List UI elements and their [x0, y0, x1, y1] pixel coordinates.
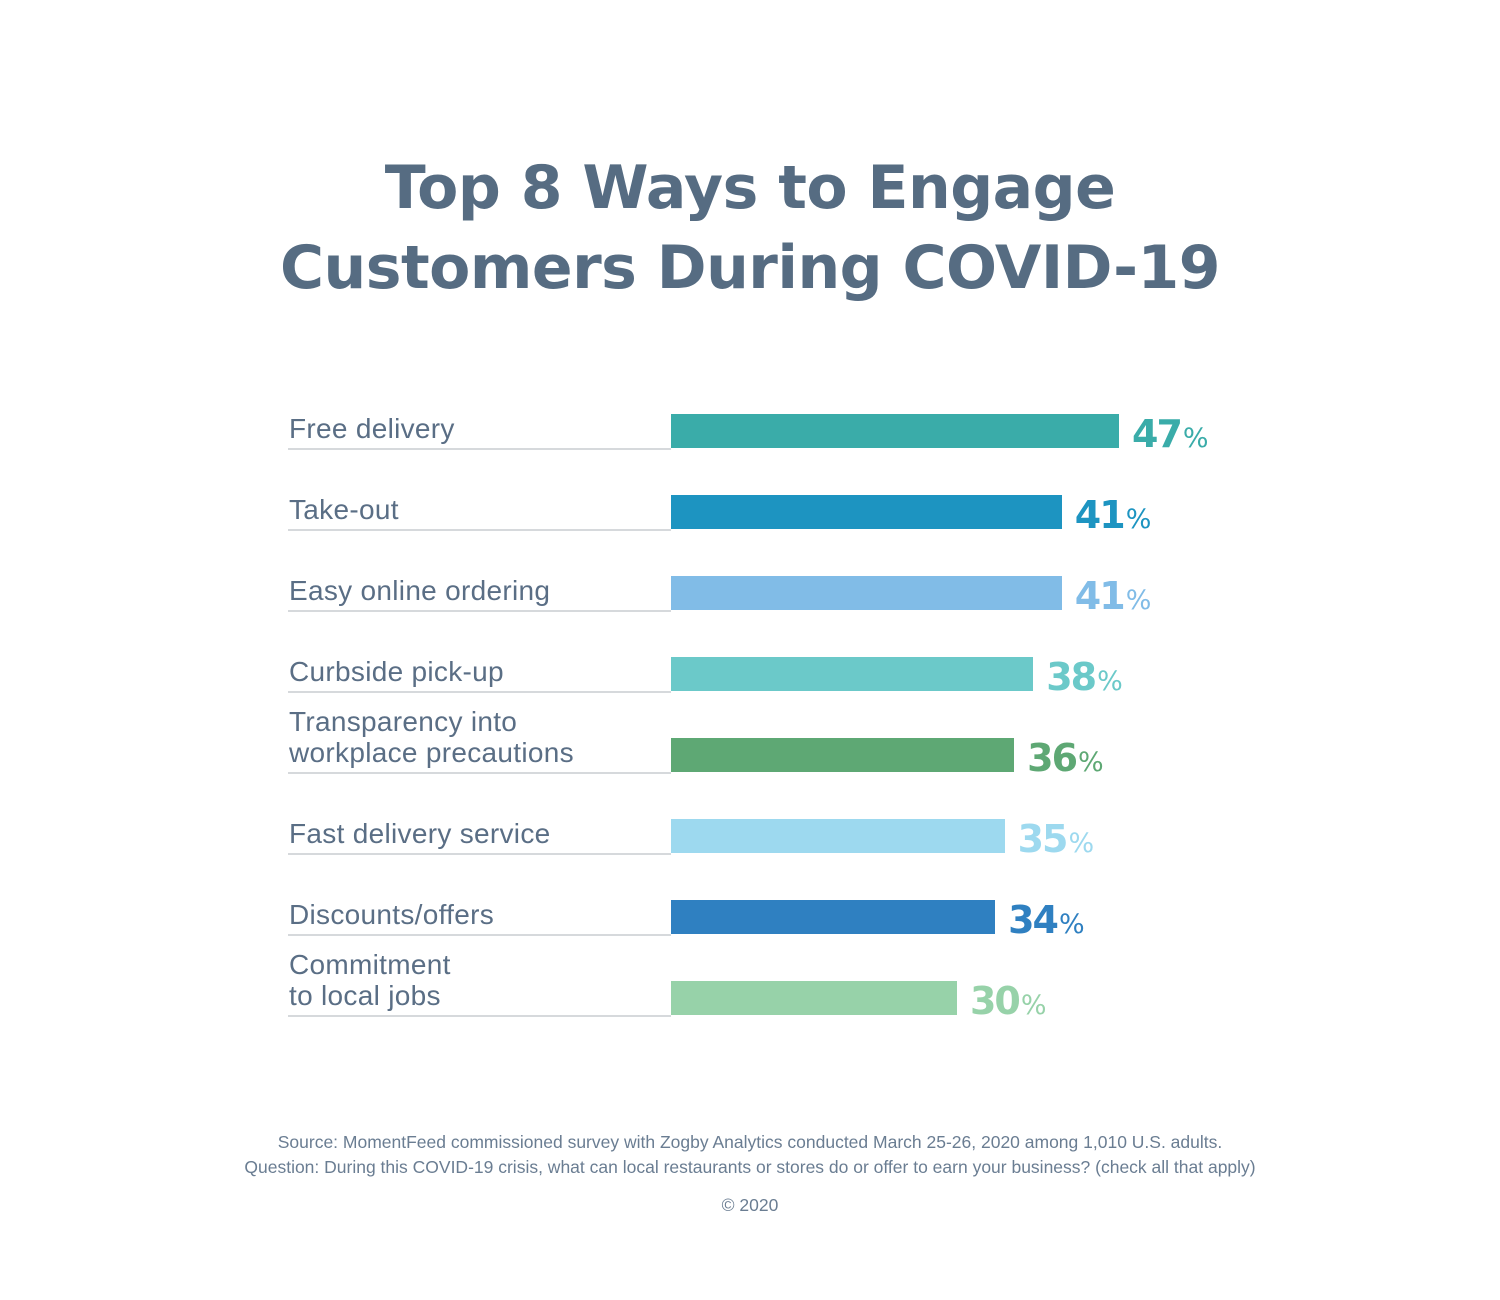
- bar: [671, 414, 1119, 448]
- bar: [671, 819, 1005, 853]
- category-label-line: Free delivery: [289, 413, 455, 444]
- category-label: Discounts/offers: [289, 899, 494, 930]
- value-percent-sign: %: [1058, 909, 1085, 940]
- category-label: Free delivery: [289, 413, 455, 444]
- row-separator: [288, 691, 671, 693]
- row-separator: [288, 1015, 671, 1017]
- category-label: Easy online ordering: [289, 575, 550, 606]
- bar: [671, 657, 1034, 691]
- bar: [671, 738, 1015, 772]
- category-label-line: Easy online ordering: [289, 575, 551, 606]
- value-percent-sign: %: [1068, 828, 1095, 859]
- chart-title-line-2: Customers During COVID-19: [280, 233, 1221, 303]
- value-label: 34%: [1008, 898, 1085, 942]
- category-label-line: to local jobs: [289, 980, 441, 1011]
- value-percent-sign: %: [1182, 423, 1209, 454]
- bar: [671, 576, 1062, 610]
- category-label-line: Transparency into: [289, 706, 518, 737]
- row-separator: [288, 772, 671, 774]
- value-label: 47%: [1132, 412, 1209, 456]
- value-number: 41: [1074, 574, 1126, 618]
- bar: [671, 495, 1062, 529]
- value-number: 30: [969, 979, 1021, 1023]
- category-label: Transparency into workplace precautions: [289, 706, 574, 768]
- row-separator: [288, 610, 671, 612]
- value-percent-sign: %: [1020, 990, 1047, 1021]
- value-number: 36: [1027, 736, 1078, 780]
- category-label-line: Commitment: [289, 949, 451, 980]
- value-label: 30%: [970, 979, 1047, 1023]
- category-label-line: Fast delivery service: [289, 818, 551, 849]
- source-note: Source: MomentFeed commissioned survey w…: [277, 1132, 1223, 1152]
- value-label: 38%: [1046, 655, 1123, 699]
- category-label: Curbside pick-up: [289, 656, 504, 687]
- row-separator: [288, 448, 671, 450]
- category-label-line: Discounts/offers: [289, 899, 495, 930]
- value-number: 35: [1017, 817, 1069, 861]
- category-label: Fast delivery service: [289, 818, 551, 849]
- value-number: 38: [1046, 655, 1097, 699]
- value-percent-sign: %: [1125, 504, 1152, 535]
- value-label: 41%: [1075, 574, 1152, 618]
- value-percent-sign: %: [1125, 585, 1152, 616]
- category-label-line: workplace precautions: [289, 737, 574, 768]
- category-label: Commitment to local jobs: [289, 949, 451, 1011]
- value-label: 36%: [1027, 736, 1104, 780]
- category-label-line: Take-out: [289, 494, 399, 525]
- value-number: 34: [1008, 898, 1059, 942]
- value-label: 41%: [1075, 493, 1152, 537]
- value-percent-sign: %: [1097, 666, 1123, 697]
- value-label: 35%: [1018, 817, 1095, 861]
- value-number: 41: [1074, 493, 1126, 537]
- value-percent-sign: %: [1078, 747, 1104, 778]
- chart-title-line-1: Top 8 Ways to Engage: [384, 153, 1116, 223]
- bar-chart: Free delivery 47% Take-out 41% Easy online o…: [288, 412, 1209, 1023]
- bar: [671, 900, 996, 934]
- bar: [671, 981, 957, 1015]
- category-label: Take-out: [289, 494, 399, 525]
- question-note: Question: During this COVID-19 crisis, w…: [244, 1157, 1256, 1177]
- value-number: 47: [1132, 412, 1183, 456]
- chart-title: Top 8 Ways to Engage Customers During CO…: [0, 148, 1500, 308]
- row-separator: [288, 934, 671, 936]
- row-separator: [288, 853, 671, 855]
- category-label-line: Curbside pick-up: [289, 656, 504, 687]
- row-separator: [288, 529, 671, 531]
- copyright: © 2020: [721, 1195, 779, 1215]
